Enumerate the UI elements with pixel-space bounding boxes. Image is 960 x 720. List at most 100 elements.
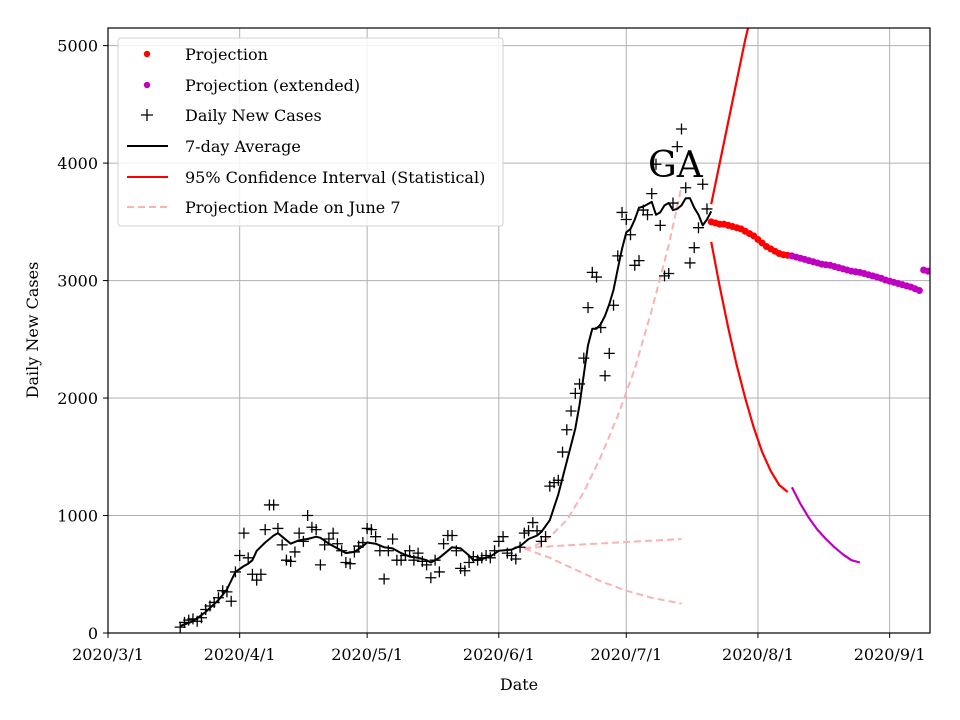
y-tick-label: 4000 — [57, 154, 98, 173]
daily-case-point — [459, 565, 471, 577]
daily-case-point — [599, 370, 611, 382]
legend-item-7-day-average: 7-day Average — [127, 137, 301, 156]
daily-case-point — [463, 557, 475, 569]
daily-case-point — [289, 546, 301, 558]
series-7-day-average — [179, 197, 713, 627]
daily-case-point — [697, 178, 709, 190]
daily-case-point — [310, 524, 322, 536]
daily-case-point — [276, 539, 288, 551]
x-tick-label: 2020/8/1 — [722, 645, 794, 664]
daily-case-point — [680, 182, 692, 194]
daily-case-point — [387, 533, 399, 545]
x-tick-label: 2020/5/1 — [331, 645, 403, 664]
daily-case-point — [591, 271, 603, 283]
series-june7-projection-middle — [524, 538, 682, 550]
y-axis-label: Daily New Cases — [23, 262, 42, 399]
y-tick-label: 2000 — [57, 389, 98, 408]
daily-case-point — [314, 559, 326, 571]
daily-case-point — [688, 242, 700, 254]
daily-case-point — [327, 527, 339, 539]
daily-case-point — [285, 555, 297, 567]
daily-case-point — [633, 255, 645, 267]
plot-frame — [107, 27, 931, 634]
daily-case-point — [404, 545, 416, 557]
daily-case-point — [701, 203, 713, 215]
daily-case-point — [561, 424, 573, 436]
daily-case-point — [616, 206, 628, 218]
daily-case-point — [242, 552, 254, 564]
legend-item-projection-extended: Projection (extended) — [143, 76, 360, 95]
daily-case-point — [663, 268, 675, 280]
daily-case-point — [433, 566, 445, 578]
daily-case-point — [692, 222, 704, 234]
daily-case-point — [225, 595, 237, 607]
x-axis-label: Date — [500, 675, 538, 694]
legend-item-daily-new-cases: Daily New Cases — [141, 106, 322, 125]
projection-extended-point — [924, 267, 930, 275]
daily-case-point — [365, 524, 377, 536]
daily-case-point — [582, 302, 594, 314]
daily-case-point — [344, 558, 356, 570]
series-june7-projection-lower — [523, 547, 682, 605]
x-tick-label: 2020/7/1 — [590, 645, 662, 664]
legend-marker-plus — [141, 109, 153, 121]
y-tick-label: 0 — [88, 624, 98, 643]
state-label: GA — [648, 145, 704, 186]
daily-case-point — [238, 527, 250, 539]
daily-case-point — [578, 352, 590, 364]
daily-case-point — [540, 531, 552, 543]
y-tick-label: 1000 — [57, 507, 98, 526]
daily-case-point — [497, 531, 509, 543]
daily-case-point — [212, 592, 224, 604]
daily-case-point — [557, 446, 569, 458]
series-ci-lower — [710, 241, 789, 493]
legend: Projection Projection (extended) Daily N… — [117, 37, 504, 227]
x-tick-label: 2020/6/1 — [463, 645, 535, 664]
daily-case-point — [565, 405, 577, 417]
y-tick-label: 3000 — [57, 272, 98, 291]
daily-case-point — [234, 549, 246, 561]
legend-label-june7-projection: Projection Made on June 7 — [185, 198, 401, 217]
daily-case-point — [671, 141, 683, 153]
legend-label-projection: Projection — [185, 45, 268, 64]
legend-label-daily-new-cases: Daily New Cases — [185, 106, 322, 125]
x-tick-label: 2020/9/1 — [854, 645, 926, 664]
series-ci-lower-extended — [790, 486, 861, 564]
legend-label-7-day-average: 7-day Average — [185, 137, 301, 156]
axis-ticks: 2020/3/1 2020/4/1 2020/5/1 2020/6/1 2020/7/1… — [57, 37, 925, 664]
daily-case-point — [625, 229, 637, 241]
daily-case-point — [378, 573, 390, 585]
daily-case-point — [425, 572, 437, 584]
plot-area — [174, 28, 930, 633]
daily-case-point — [646, 188, 658, 200]
legend-item-projection: Projection — [143, 45, 268, 64]
daily-case-point — [446, 529, 458, 541]
daily-case-point — [510, 553, 522, 565]
legend-marker-projection — [143, 50, 151, 58]
daily-case-point — [642, 209, 654, 221]
daily-case-point — [675, 123, 687, 135]
daily-case-point — [255, 568, 267, 580]
daily-case-point — [259, 524, 271, 536]
legend-label-confidence-interval: 95% Confidence Interval (Statistical) — [185, 168, 485, 187]
daily-case-point — [297, 535, 309, 547]
legend-label-projection-extended: Projection (extended) — [185, 76, 360, 95]
daily-case-point — [293, 527, 305, 539]
y-tick-label: 5000 — [57, 37, 98, 56]
daily-case-point — [620, 213, 632, 225]
x-tick-label: 2020/4/1 — [204, 645, 276, 664]
series-june7-projection-upper — [524, 186, 683, 550]
daily-case-point — [412, 547, 424, 559]
daily-case-point — [268, 499, 280, 511]
daily-case-point — [370, 531, 382, 543]
daily-case-point — [684, 257, 696, 269]
daily-case-point — [650, 158, 662, 170]
daily-case-point — [654, 219, 666, 231]
projection-extended-point — [915, 287, 923, 295]
legend-box — [117, 37, 504, 227]
daily-case-point — [251, 574, 263, 586]
daily-case-point — [569, 387, 581, 399]
daily-case-point — [603, 347, 615, 359]
legend-marker-projection-extended — [143, 81, 151, 89]
